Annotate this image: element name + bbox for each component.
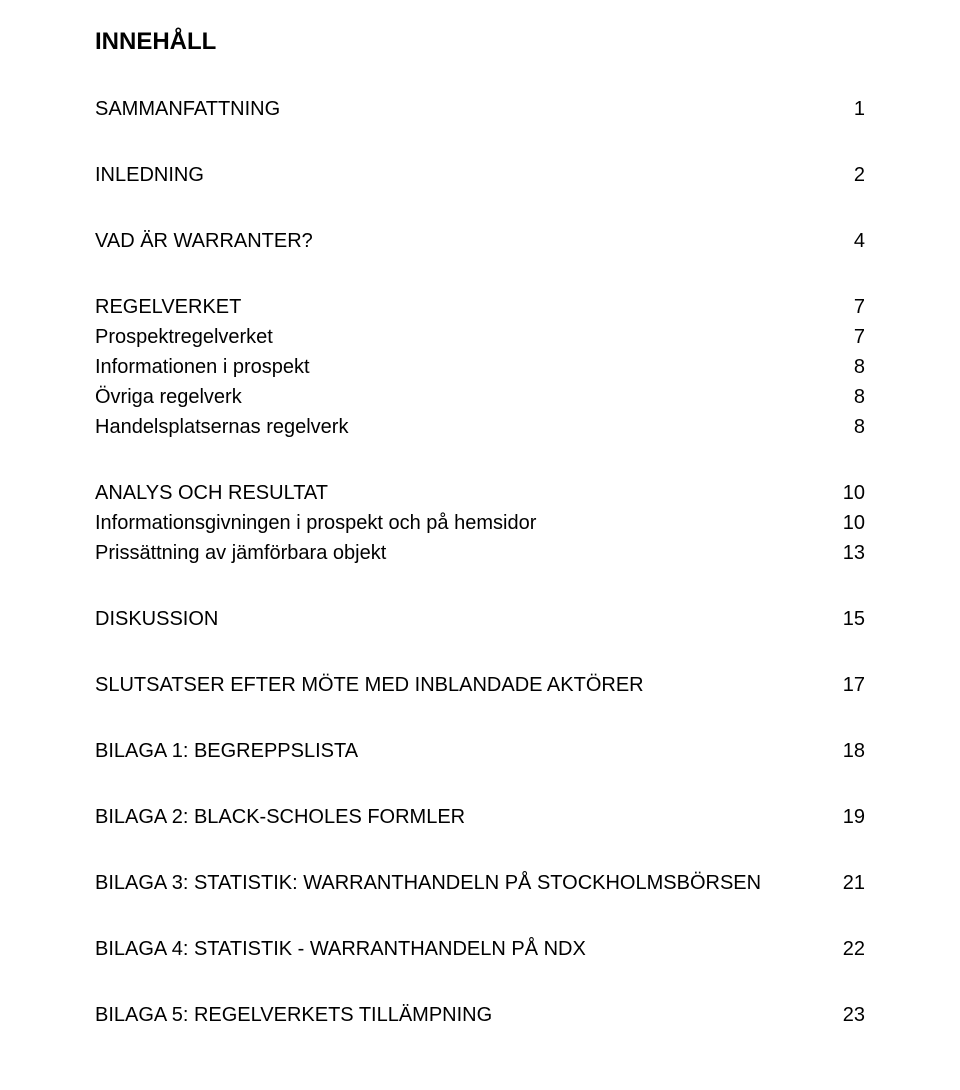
- toc-entry-label: BILAGA 4: STATISTIK - WARRANTHANDELN PÅ …: [95, 936, 823, 962]
- toc-entry-page: 10: [843, 480, 865, 506]
- toc-heading: INNEHÅLL: [95, 28, 865, 56]
- toc-entry-label: Handelsplatsernas regelverk: [95, 414, 834, 440]
- toc-entry-page: 7: [854, 324, 865, 350]
- toc-entry: BILAGA 3: STATISTIK: WARRANTHANDELN PÅ S…: [95, 870, 865, 896]
- toc-entry: Informationsgivningen i prospekt och på …: [95, 510, 865, 536]
- toc-entry-page: 19: [843, 804, 865, 830]
- toc-entry-page: 8: [854, 384, 865, 410]
- toc-entry-page: 21: [843, 870, 865, 896]
- toc-entry: BILAGA 5: REGELVERKETS TILLÄMPNING 23: [95, 1002, 865, 1028]
- toc-entry: Informationen i prospekt 8: [95, 354, 865, 380]
- toc-entry: VAD ÄR WARRANTER? 4: [95, 228, 865, 254]
- toc-entry-page: 2: [854, 162, 865, 188]
- toc-entry-page: 22: [843, 936, 865, 962]
- toc-list: SAMMANFATTNING 1 INLEDNING 2 VAD ÄR WARRANTE…: [95, 96, 865, 1028]
- toc-entry: Övriga regelverk 8: [95, 384, 865, 410]
- toc-entry-page: 7: [854, 294, 865, 320]
- toc-entry: ANALYS OCH RESULTAT 10: [95, 480, 865, 506]
- toc-entry-label: BILAGA 5: REGELVERKETS TILLÄMPNING: [95, 1002, 823, 1028]
- toc-entry-page: 8: [854, 354, 865, 380]
- toc-entry: SLUTSATSER EFTER MÖTE MED INBLANDADE AKT…: [95, 672, 865, 698]
- toc-entry-label: Informationen i prospekt: [95, 354, 834, 380]
- toc-entry: INLEDNING 2: [95, 162, 865, 188]
- toc-entry-label: BILAGA 3: STATISTIK: WARRANTHANDELN PÅ S…: [95, 870, 823, 896]
- toc-entry-page: 8: [854, 414, 865, 440]
- toc-entry: BILAGA 4: STATISTIK - WARRANTHANDELN PÅ …: [95, 936, 865, 962]
- toc-entry-label: REGELVERKET: [95, 294, 834, 320]
- toc-entry-label: Prospektregelverket: [95, 324, 834, 350]
- toc-entry-label: INLEDNING: [95, 162, 834, 188]
- toc-entry-page: 1: [854, 96, 865, 122]
- toc-entry: Handelsplatsernas regelverk 8: [95, 414, 865, 440]
- toc-entry-page: 23: [843, 1002, 865, 1028]
- toc-page: INNEHÅLL SAMMANFATTNING 1 INLEDNING 2 VAD ÄR…: [0, 0, 960, 1068]
- toc-entry-label: BILAGA 2: BLACK-SCHOLES FORMLER: [95, 804, 823, 830]
- toc-entry-page: 18: [843, 738, 865, 764]
- toc-entry-label: SLUTSATSER EFTER MÖTE MED INBLANDADE AKT…: [95, 672, 823, 698]
- toc-entry: BILAGA 1: BEGREPPSLISTA 18: [95, 738, 865, 764]
- toc-entry-label: DISKUSSION: [95, 606, 823, 632]
- toc-entry-label: SAMMANFATTNING: [95, 96, 834, 122]
- toc-entry-page: 10: [843, 510, 865, 536]
- toc-entry: DISKUSSION 15: [95, 606, 865, 632]
- toc-entry-page: 15: [843, 606, 865, 632]
- toc-entry: Prospektregelverket 7: [95, 324, 865, 350]
- toc-entry-label: Informationsgivningen i prospekt och på …: [95, 510, 823, 536]
- toc-entry: Prissättning av jämförbara objekt 13: [95, 540, 865, 566]
- toc-entry-label: VAD ÄR WARRANTER?: [95, 228, 834, 254]
- toc-entry-page: 13: [843, 540, 865, 566]
- toc-entry-label: BILAGA 1: BEGREPPSLISTA: [95, 738, 823, 764]
- toc-entry: REGELVERKET 7: [95, 294, 865, 320]
- toc-entry: BILAGA 2: BLACK-SCHOLES FORMLER 19: [95, 804, 865, 830]
- toc-entry-page: 4: [854, 228, 865, 254]
- toc-entry-label: Prissättning av jämförbara objekt: [95, 540, 823, 566]
- toc-entry-page: 17: [843, 672, 865, 698]
- toc-entry-label: ANALYS OCH RESULTAT: [95, 480, 823, 506]
- toc-entry: SAMMANFATTNING 1: [95, 96, 865, 122]
- toc-entry-label: Övriga regelverk: [95, 384, 834, 410]
